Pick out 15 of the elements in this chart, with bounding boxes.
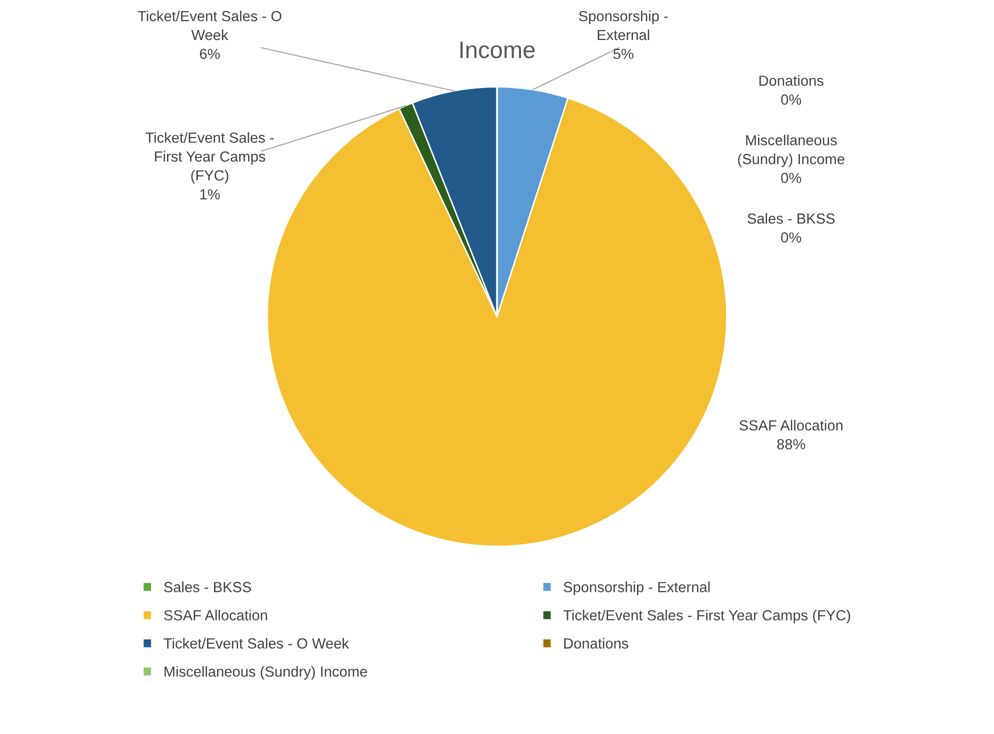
legend-label: Miscellaneous (Sundry) Income (164, 666, 368, 680)
text: SSAF Allocation 88% (739, 420, 842, 450)
legend-label: Sponsorship - External (564, 582, 710, 596)
text: Ticket/Event Sales - First Year Camps (FYC) 1% (146, 132, 274, 200)
text: Sponsorship - External 5% (579, 10, 668, 60)
text: Sales - BKSS 0% (748, 213, 835, 243)
legend-label: Ticket/Event Sales - First Year Camps (FYC) (563, 610, 850, 624)
legend-label: Ticket/Event Sales - O Week (164, 638, 350, 649)
text: Ticket/Event Sales - O Week 6% (138, 10, 282, 60)
legend-label: Sales - BKSS (164, 582, 252, 592)
legend-label: Donations (564, 638, 628, 649)
text: Donations 0% (759, 75, 824, 105)
legend-label: SSAF Allocation (164, 610, 268, 620)
chart-title: Income (460, 42, 535, 58)
text: Miscellaneous (Sundry) Income 0% (738, 134, 844, 184)
